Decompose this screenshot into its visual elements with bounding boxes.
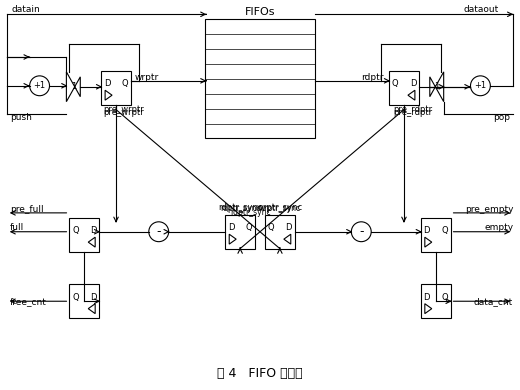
Polygon shape xyxy=(105,90,112,100)
Text: 1: 1 xyxy=(71,82,76,91)
Polygon shape xyxy=(408,90,415,100)
Text: Q: Q xyxy=(246,223,252,232)
Bar xyxy=(101,71,131,105)
Circle shape xyxy=(30,76,49,96)
Circle shape xyxy=(471,76,490,96)
Text: rdptr: rdptr xyxy=(361,73,384,82)
Text: D: D xyxy=(424,292,430,302)
Text: Q: Q xyxy=(268,223,274,232)
Text: wrptr_sync: wrptr_sync xyxy=(257,204,303,213)
Text: Q: Q xyxy=(441,292,448,302)
Polygon shape xyxy=(425,237,432,247)
Text: wrptr: wrptr xyxy=(135,73,159,82)
Bar xyxy=(69,284,99,318)
Text: free_cnt: free_cnt xyxy=(10,297,47,306)
Text: pre_rdptr: pre_rdptr xyxy=(393,105,432,114)
Polygon shape xyxy=(229,234,236,244)
Text: pre_wrptr: pre_wrptr xyxy=(103,105,144,114)
Text: -: - xyxy=(157,225,161,238)
Text: full: full xyxy=(10,223,24,232)
Polygon shape xyxy=(425,304,432,314)
Text: D: D xyxy=(424,226,430,235)
Text: pre_wrptr: pre_wrptr xyxy=(103,108,144,117)
Text: D: D xyxy=(104,79,110,88)
Text: datain: datain xyxy=(12,5,41,14)
Text: Q: Q xyxy=(392,79,398,88)
Circle shape xyxy=(149,222,168,242)
Polygon shape xyxy=(430,72,444,102)
Polygon shape xyxy=(88,304,95,314)
Polygon shape xyxy=(67,72,80,102)
Text: rdptr_sync: rdptr_sync xyxy=(230,208,271,217)
Bar xyxy=(225,215,255,248)
Text: 图 4   FIFO 结构图: 图 4 FIFO 结构图 xyxy=(217,367,303,380)
Text: FIFOs: FIFOs xyxy=(245,7,275,17)
Circle shape xyxy=(352,222,371,242)
Text: pre_empty: pre_empty xyxy=(465,206,513,214)
Text: wrptr_sync: wrptr_sync xyxy=(259,204,301,213)
Text: 1: 1 xyxy=(434,82,439,91)
Text: +1: +1 xyxy=(33,81,46,90)
Text: Q: Q xyxy=(441,226,448,235)
Text: empty: empty xyxy=(484,223,513,232)
Text: dataout: dataout xyxy=(463,5,498,14)
Polygon shape xyxy=(284,234,291,244)
Text: D: D xyxy=(90,292,96,302)
Text: D: D xyxy=(228,223,235,232)
Bar xyxy=(205,19,315,138)
Text: data_cnt: data_cnt xyxy=(474,297,513,306)
Bar xyxy=(421,218,451,252)
Text: Q: Q xyxy=(72,226,79,235)
Text: Q: Q xyxy=(122,79,128,88)
Bar xyxy=(389,71,419,105)
Text: rdptr_sync: rdptr_sync xyxy=(220,204,261,213)
Text: -: - xyxy=(359,225,363,238)
Text: pre_full: pre_full xyxy=(10,206,43,214)
Text: pre_rdptr: pre_rdptr xyxy=(393,108,432,117)
Text: push: push xyxy=(10,113,32,122)
Text: rdptr_sync: rdptr_sync xyxy=(218,204,263,213)
Text: D: D xyxy=(90,226,96,235)
Bar xyxy=(421,284,451,318)
Polygon shape xyxy=(88,237,95,247)
Text: D: D xyxy=(410,79,416,88)
Bar xyxy=(265,215,295,248)
Text: D: D xyxy=(285,223,292,232)
Text: Q: Q xyxy=(72,292,79,302)
Text: pop: pop xyxy=(493,113,510,122)
Bar xyxy=(69,218,99,252)
Text: +1: +1 xyxy=(474,81,487,90)
